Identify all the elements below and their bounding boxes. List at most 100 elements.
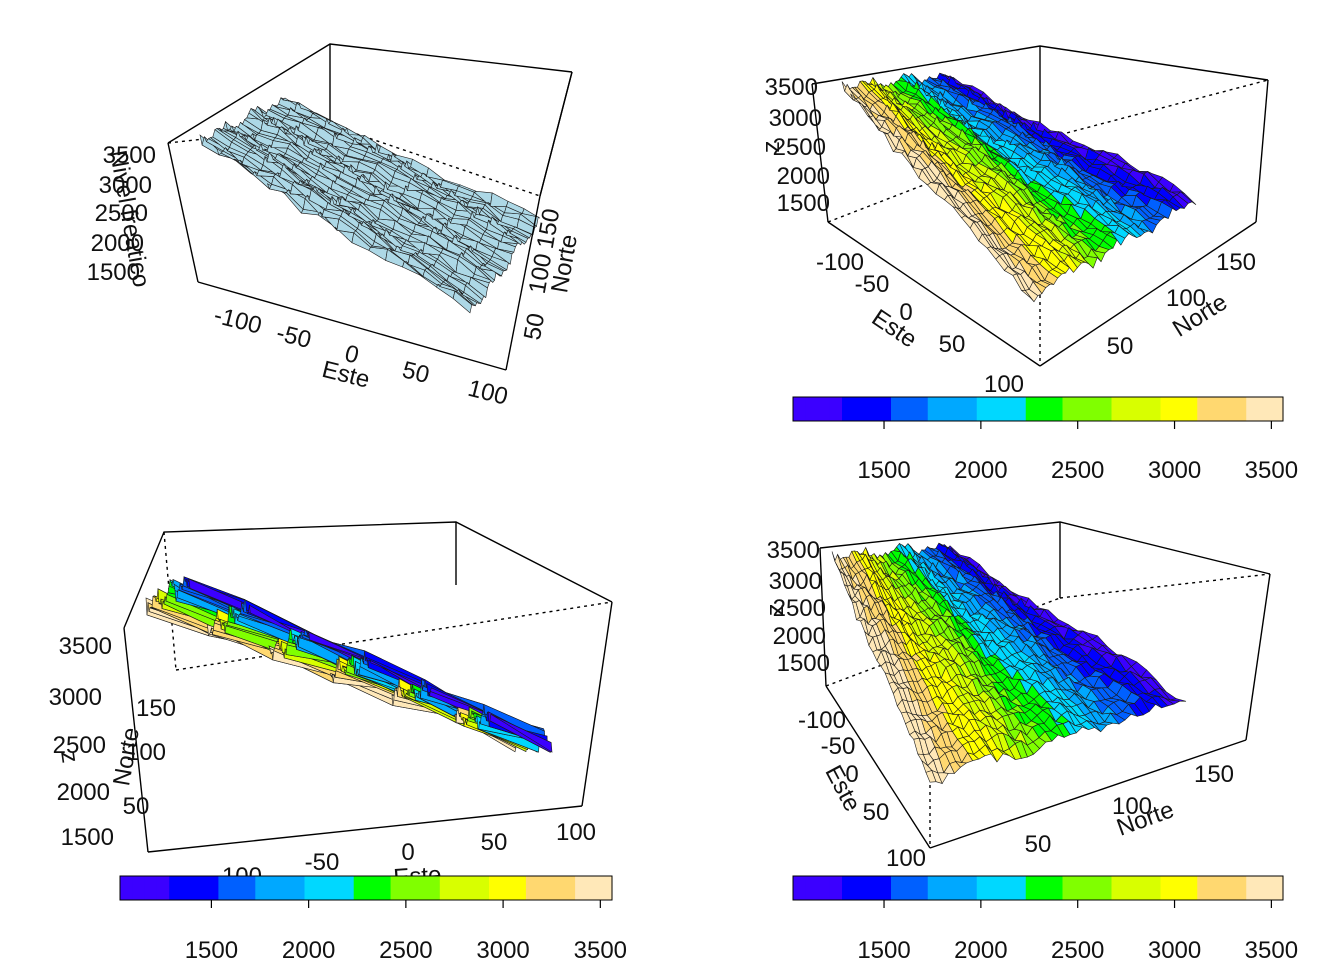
colorbar-swatch bbox=[193, 876, 207, 900]
colorbar-swatch bbox=[1258, 876, 1272, 900]
colorbar-swatch bbox=[279, 876, 293, 900]
colorbar-swatch bbox=[427, 876, 441, 900]
colorbar-swatch bbox=[1013, 876, 1027, 900]
colorbar-tick-label: 3500 bbox=[574, 937, 627, 960]
y-tick-label: 150 bbox=[1216, 249, 1256, 276]
colorbar-swatch bbox=[1172, 397, 1186, 421]
colorbar-swatch bbox=[1221, 397, 1235, 421]
x-tick-label: 0 bbox=[401, 839, 414, 866]
colorbar-tick-label: 3500 bbox=[1245, 937, 1298, 960]
x-tick-label: 100 bbox=[886, 845, 926, 872]
z-tick-label: 1500 bbox=[61, 824, 114, 851]
z-tick-label: 2500 bbox=[773, 595, 826, 622]
colorbar-swatch bbox=[267, 876, 281, 900]
colorbar-swatch bbox=[1025, 876, 1039, 900]
surface-facet bbox=[1170, 698, 1187, 702]
colorbar-swatch bbox=[390, 876, 404, 900]
colorbar-swatch bbox=[891, 876, 904, 900]
x-axis-label: Este bbox=[819, 761, 865, 816]
box-hidden-edge bbox=[1039, 79, 1269, 141]
colorbar-swatch bbox=[218, 876, 232, 900]
colorbar-swatch bbox=[1234, 876, 1247, 900]
colorbar-tick-label: 2000 bbox=[282, 937, 335, 960]
x-tick-label: 50 bbox=[400, 356, 432, 389]
colorbar-swatch bbox=[817, 876, 831, 900]
panel-top-right-plot: -100-50050100501001501500200025003000350… bbox=[760, 45, 1298, 484]
colorbar-tick-label: 2500 bbox=[1051, 937, 1104, 960]
colorbar-swatch bbox=[476, 876, 490, 900]
box-front-left-edge bbox=[825, 685, 931, 849]
colorbar-swatch bbox=[562, 876, 576, 900]
colorbar-swatch bbox=[1185, 876, 1198, 900]
colorbar-swatch bbox=[1258, 397, 1272, 421]
colorbar-swatch bbox=[829, 397, 843, 421]
box-right-edge bbox=[581, 601, 613, 807]
colorbar-swatch bbox=[599, 876, 613, 900]
box-hidden-edge bbox=[1059, 573, 1271, 599]
panel-top-left-plot: -100 -50050100501001501500200025003000350… bbox=[87, 43, 583, 411]
x-tick-label: -50 bbox=[821, 733, 856, 760]
x-tick-label: 0 bbox=[845, 761, 858, 788]
z-tick-label: 1500 bbox=[87, 259, 140, 286]
colorbar-swatch bbox=[927, 876, 941, 900]
z-tick-label: 3500 bbox=[103, 142, 156, 169]
colorbar-swatch bbox=[501, 876, 515, 900]
surface-mesh bbox=[841, 72, 1197, 303]
x-tick-label: -50 bbox=[274, 319, 314, 354]
colorbar-swatch bbox=[304, 876, 318, 900]
colorbar-swatch bbox=[1123, 397, 1137, 421]
axis-ticks: -100-50050100501001501500200025003000350… bbox=[765, 74, 1256, 398]
colorbar-swatch bbox=[940, 876, 953, 900]
colorbar-swatch bbox=[1160, 397, 1174, 421]
colorbar-swatch bbox=[292, 876, 306, 900]
colorbar-swatch bbox=[1099, 876, 1113, 900]
z-tick-label: 2000 bbox=[777, 163, 830, 190]
box-hidden-edge bbox=[163, 531, 177, 671]
axis-ticks: -100-50050100501001501500200025003000350… bbox=[767, 537, 1234, 872]
colorbar-swatch bbox=[927, 397, 941, 421]
colorbar-swatch bbox=[415, 876, 429, 900]
colorbar-swatch bbox=[793, 876, 806, 900]
x-tick-label: 100 bbox=[465, 375, 510, 411]
x-tick-label: 0 bbox=[899, 299, 912, 326]
colorbar-tick-label: 3500 bbox=[1245, 457, 1298, 484]
z-tick-label: 1500 bbox=[777, 190, 830, 217]
colorbar-swatch bbox=[1270, 876, 1284, 900]
colorbar-swatch bbox=[1087, 876, 1100, 900]
colorbar-swatch bbox=[1197, 397, 1211, 421]
colorbar-swatch bbox=[891, 397, 904, 421]
x-tick-label: 50 bbox=[481, 829, 508, 856]
colorbar-swatch bbox=[1074, 397, 1088, 421]
colorbar-swatch bbox=[1160, 876, 1174, 900]
colorbar-swatch bbox=[1111, 876, 1125, 900]
z-tick-label: 2000 bbox=[91, 230, 144, 257]
x-tick-label: -100 bbox=[798, 707, 846, 734]
colorbar-swatch bbox=[1123, 876, 1137, 900]
colorbar-swatch bbox=[866, 397, 880, 421]
colorbar-swatch bbox=[156, 876, 170, 900]
y-tick-label: 50 bbox=[1025, 831, 1052, 858]
box-right-edge bbox=[1245, 573, 1271, 741]
colorbar-tick-label: 2500 bbox=[379, 937, 432, 960]
x-axis-label: Este bbox=[867, 304, 922, 353]
colorbar-swatch bbox=[854, 876, 868, 900]
y-tick-label: 100 bbox=[1112, 793, 1152, 820]
colorbar-tick-label: 1500 bbox=[185, 937, 238, 960]
colorbar-tick-label: 1500 bbox=[857, 457, 910, 484]
z-tick-label: 3000 bbox=[49, 684, 102, 711]
x-tick-label: -50 bbox=[305, 849, 340, 876]
z-tick-label: 3000 bbox=[99, 172, 152, 199]
colorbar-swatch bbox=[316, 876, 330, 900]
colorbar-swatch bbox=[464, 876, 478, 900]
colorbar-swatch bbox=[1209, 397, 1223, 421]
colorbar-swatch bbox=[1197, 876, 1211, 900]
x-tick-label: 100 bbox=[984, 371, 1024, 398]
colorbar-swatch bbox=[1025, 397, 1039, 421]
colorbar-swatch bbox=[587, 876, 601, 900]
x-tick-label: -100 bbox=[816, 249, 864, 276]
z-tick-label: 2500 bbox=[95, 200, 148, 227]
colorbar-swatch bbox=[1050, 876, 1064, 900]
colorbar-swatch bbox=[989, 397, 1002, 421]
z-axis-label: z bbox=[760, 141, 787, 153]
colorbar: 1500 2000 2500 3000 3500 bbox=[792, 396, 1298, 484]
